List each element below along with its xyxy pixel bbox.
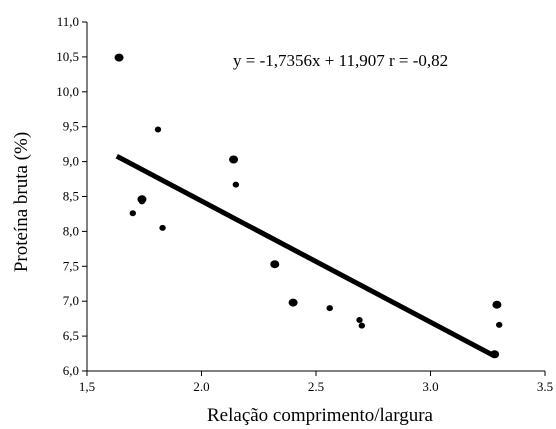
data-point [356, 317, 363, 324]
data-point [492, 300, 502, 309]
data-point [270, 260, 280, 269]
x-tick-label: 3.0 [422, 379, 438, 394]
x-tick-label: 2.5 [308, 379, 324, 394]
data-point [159, 224, 166, 231]
data-point [288, 298, 298, 307]
data-points [114, 53, 503, 359]
data-point [232, 181, 240, 188]
data-point [129, 210, 136, 217]
data-point [358, 322, 365, 329]
y-axis-title: Proteína bruta (%) [11, 132, 32, 272]
data-point [229, 155, 239, 164]
y-tick-label: 11,0 [57, 14, 79, 29]
x-tick-label: 1,5 [79, 379, 95, 394]
y-tick-label: 9,0 [63, 154, 79, 169]
y-tick-label: 9,5 [63, 119, 79, 134]
data-point [496, 321, 503, 328]
data-point [326, 305, 333, 312]
data-point [138, 198, 146, 205]
y-tick-label: 6,0 [63, 363, 79, 378]
y-tick-label: 7,0 [63, 293, 79, 308]
x-axis-title: Relação comprimento/largura [207, 405, 434, 426]
y-tick-label: 6,5 [63, 328, 79, 343]
x-tick-label: 2.0 [193, 379, 209, 394]
regression-equation: y = -1,7356x + 11,907 r = -0,82 [233, 51, 448, 70]
data-point [114, 53, 124, 62]
y-tick-label: 7,5 [63, 258, 79, 273]
y-tick-label: 10,0 [56, 84, 79, 99]
x-axis-ticks: 1,5 2.0 2.5 3.0 3.5 [79, 371, 553, 394]
y-tick-label: 10,5 [56, 49, 79, 64]
data-point [154, 126, 162, 133]
trendline [115, 153, 496, 359]
y-tick-label: 8,0 [63, 223, 79, 238]
y-tick-label: 8,5 [63, 189, 79, 204]
y-axis-ticks: 6,0 6,5 7,0 7,5 8,0 8,5 9,0 9,5 10,0 10,5 11,0 [56, 14, 87, 378]
x-tick-label: 3.5 [537, 379, 553, 394]
